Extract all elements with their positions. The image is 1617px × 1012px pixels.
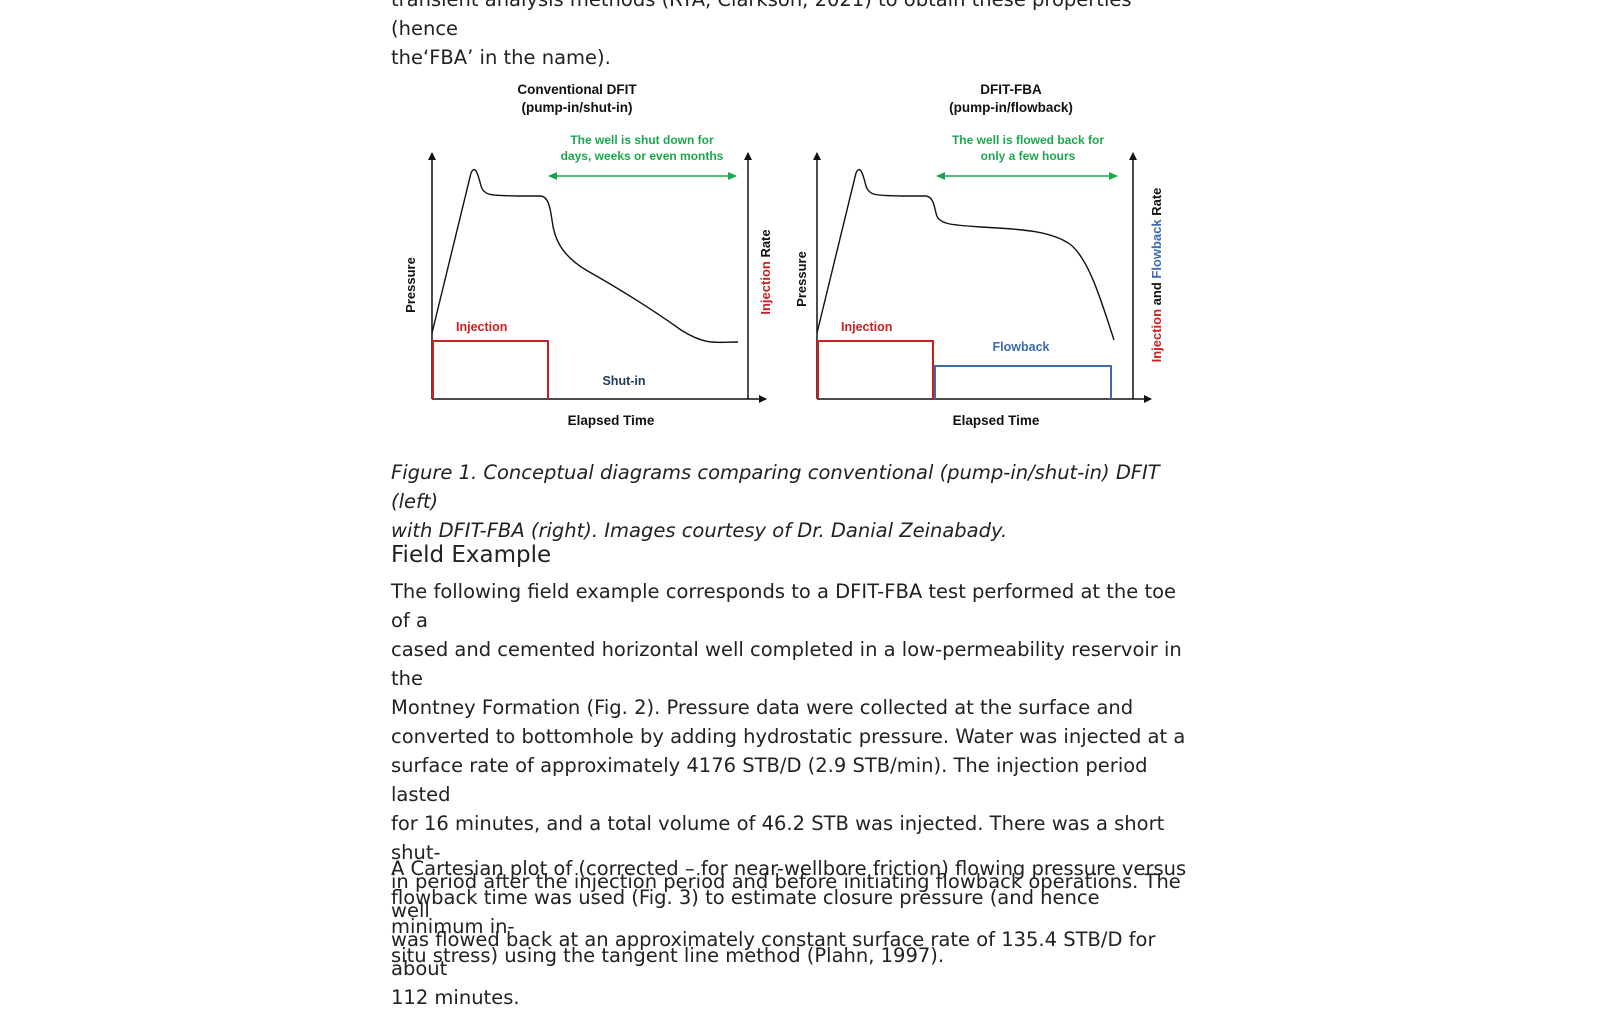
p1-line-2: cased and cemented horizontal well compl…	[391, 638, 1182, 690]
p1-line-5: surface rate of approximately 4176 STB/D…	[391, 754, 1148, 806]
left-y-label: Pressure	[403, 257, 418, 313]
p1-line-9: 112 minutes.	[391, 986, 520, 1009]
right-right-label-and: and	[1149, 279, 1164, 309]
right-y-label: Pressure	[794, 251, 809, 307]
left-right-label-injection: Injection	[758, 261, 773, 315]
left-x-label: Elapsed Time	[568, 413, 655, 428]
p2-line-1: A Cartesian plot of (corrected – for nea…	[391, 857, 1187, 880]
caption-line-1: Figure 1. Conceptual diagrams comparing …	[391, 461, 1160, 513]
left-right-label: Injection Rate	[758, 229, 773, 314]
left-right-label-rate: Rate	[758, 229, 773, 261]
left-injection-label: Injection	[456, 320, 507, 334]
right-note-line2: only a few hours	[981, 149, 1076, 163]
section-heading: Field Example	[391, 542, 552, 568]
right-flowback-block	[934, 365, 1112, 399]
left-injection-block	[432, 340, 549, 399]
p1-line-3: Montney Formation (Fig. 2). Pressure dat…	[391, 696, 1134, 719]
left-note-line1: The well is shut down for	[570, 133, 714, 147]
left-shutin-label: Shut-in	[602, 374, 645, 388]
figure-caption: Figure 1. Conceptual diagrams comparing …	[391, 458, 1191, 545]
p2-line-3: situ stress) using the tangent line meth…	[391, 944, 945, 967]
intro-paragraph: transient analysis methods (RTA, Clarkso…	[391, 0, 1191, 72]
field-example-paragraph-2: A Cartesian plot of (corrected – for nea…	[391, 854, 1191, 970]
right-right-label-injection: Injection	[1149, 309, 1164, 363]
section-heading-wrap: Field Example	[391, 540, 1191, 570]
figure-1: Conventional DFIT (pump-in/shut-in) The …	[403, 82, 1164, 428]
right-title-line2: (pump-in/flowback)	[949, 100, 1073, 115]
p1-line-6: for 16 minutes, and a total volume of 46…	[391, 812, 1165, 864]
right-note-line1: The well is flowed back for	[952, 133, 1104, 147]
intro-line-1: transient analysis methods (RTA, Clarkso…	[391, 0, 1132, 40]
right-flowback-label: Flowback	[993, 340, 1050, 354]
right-panel: DFIT-FBA (pump-in/flowback) The well is …	[794, 82, 1164, 428]
left-title-line1: Conventional DFIT	[517, 82, 637, 97]
right-right-label-rate: Rate	[1149, 188, 1164, 220]
left-pressure-curve	[431, 168, 739, 344]
left-panel: Conventional DFIT (pump-in/shut-in) The …	[403, 82, 773, 428]
right-injection-label: Injection	[841, 320, 892, 334]
p1-line-1: The following field example corresponds …	[391, 580, 1177, 632]
left-title-line2: (pump-in/shut-in)	[522, 100, 633, 115]
caption-line-2: with DFIT-FBA (right). Images courtesy o…	[391, 519, 1008, 542]
right-injection-block	[817, 340, 934, 399]
right-right-label-flowback: Flowback	[1149, 219, 1164, 279]
right-title-line1: DFIT-FBA	[980, 82, 1042, 97]
intro-line-2: the‘FBA’ in the name).	[391, 46, 611, 69]
left-note-line2: days, weeks or even months	[561, 149, 724, 163]
right-x-label: Elapsed Time	[953, 413, 1040, 428]
p1-line-7: in period after the injection period and…	[391, 870, 1181, 922]
right-right-label: Injection and Flowback Rate	[1149, 188, 1164, 363]
right-pressure-curve	[816, 168, 1115, 341]
p1-line-4: converted to bottomhole by adding hydros…	[391, 725, 1186, 748]
p2-line-2: flowback time was used (Fig. 3) to estim…	[391, 886, 1100, 938]
field-example-paragraph-1: The following field example corresponds …	[391, 577, 1191, 1012]
